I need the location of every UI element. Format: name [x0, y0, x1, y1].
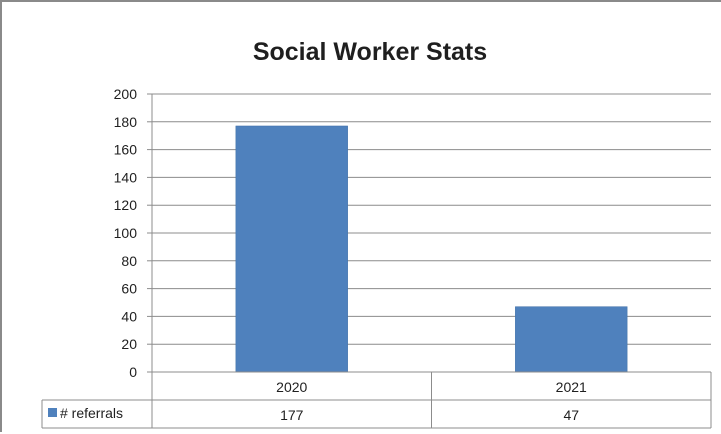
x-category-label: 2020 — [276, 379, 307, 395]
y-axis: 0 20 40 60 80 100 120 140 160 180 200 — [114, 86, 153, 380]
data-table: 2020 177 2021 47 # referrals — [41, 371, 712, 429]
y-tick-label: 0 — [129, 364, 137, 380]
y-tick-label: 100 — [114, 225, 138, 241]
y-tick-label: 20 — [121, 336, 137, 352]
y-tick-label: 120 — [114, 197, 138, 213]
y-tick-label: 140 — [114, 169, 138, 185]
bars — [235, 125, 628, 373]
y-tick-label: 200 — [114, 86, 138, 102]
legend-label: # referrals — [60, 405, 123, 421]
y-tick-label: 160 — [114, 142, 138, 158]
y-tick-label: 80 — [121, 253, 137, 269]
x-category-label: 2021 — [556, 379, 587, 395]
legend-swatch — [48, 408, 57, 417]
table-value-cell: 47 — [563, 407, 579, 423]
y-tick-label: 60 — [121, 281, 137, 297]
y-tick-label: 40 — [121, 308, 137, 324]
bar-2021 — [515, 306, 628, 373]
y-tick-label: 180 — [114, 114, 138, 130]
bar-2020 — [235, 125, 348, 373]
table-value-cell: 177 — [280, 407, 304, 423]
chart-title: Social Worker Stats — [253, 38, 487, 66]
